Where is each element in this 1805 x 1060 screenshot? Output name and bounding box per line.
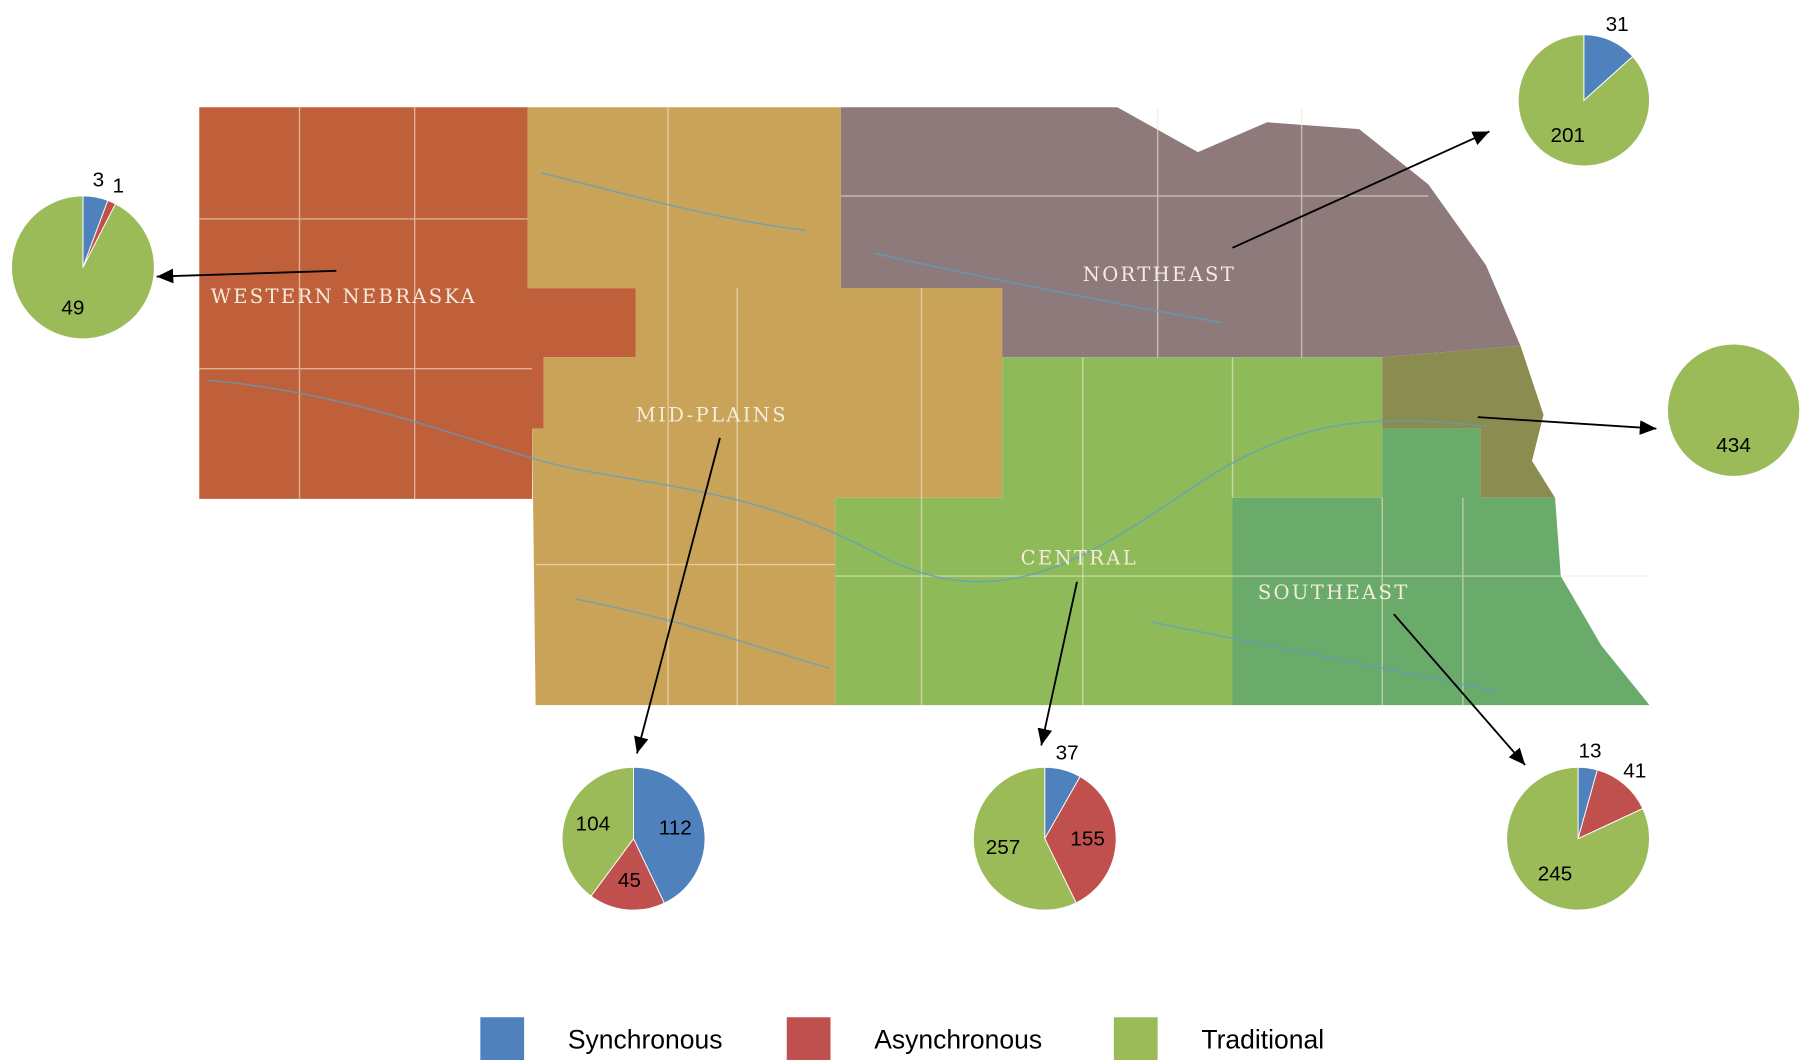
legend-label: Asynchronous: [874, 1024, 1042, 1054]
pie-value-label: 257: [986, 836, 1021, 859]
region-label: NORTHEAST: [1083, 263, 1236, 286]
pie-value-label: 31: [1606, 13, 1629, 36]
pie-value-label: 45: [618, 869, 641, 892]
pie-value-label: 41: [1623, 759, 1646, 782]
pie-value-label: 3: [93, 169, 105, 192]
pie-value-label: 104: [576, 813, 611, 836]
pie-value-label: 245: [1538, 862, 1573, 885]
legend-label: Traditional: [1201, 1024, 1324, 1054]
region-label: MID-PLAINS: [636, 403, 788, 426]
pie-value-label: 112: [659, 817, 692, 840]
pie-value-label: 13: [1578, 739, 1601, 762]
pie-value-label: 155: [1070, 828, 1105, 851]
pie-value-label: 49: [61, 296, 84, 319]
pie-value-label: 37: [1056, 742, 1079, 765]
legend-swatch: [1114, 1017, 1158, 1060]
legend-swatch: [480, 1017, 524, 1060]
pie-value-label: 434: [1716, 434, 1751, 457]
region-label: WESTERN NEBRASKA: [211, 285, 477, 308]
region-label: CENTRAL: [1021, 546, 1138, 569]
pie-value-label: 201: [1550, 124, 1585, 147]
region-label: SOUTHEAST: [1258, 581, 1410, 604]
pie-value-label: 1: [112, 175, 124, 198]
map-figure: WESTERN NEBRASKA NORTHEAST MID-PLAINS CE…: [0, 0, 1805, 1060]
nebraska-map: WESTERN NEBRASKA NORTHEAST MID-PLAINS CE…: [199, 107, 1649, 705]
legend-swatch: [787, 1017, 831, 1060]
legend-label: Synchronous: [568, 1024, 723, 1054]
